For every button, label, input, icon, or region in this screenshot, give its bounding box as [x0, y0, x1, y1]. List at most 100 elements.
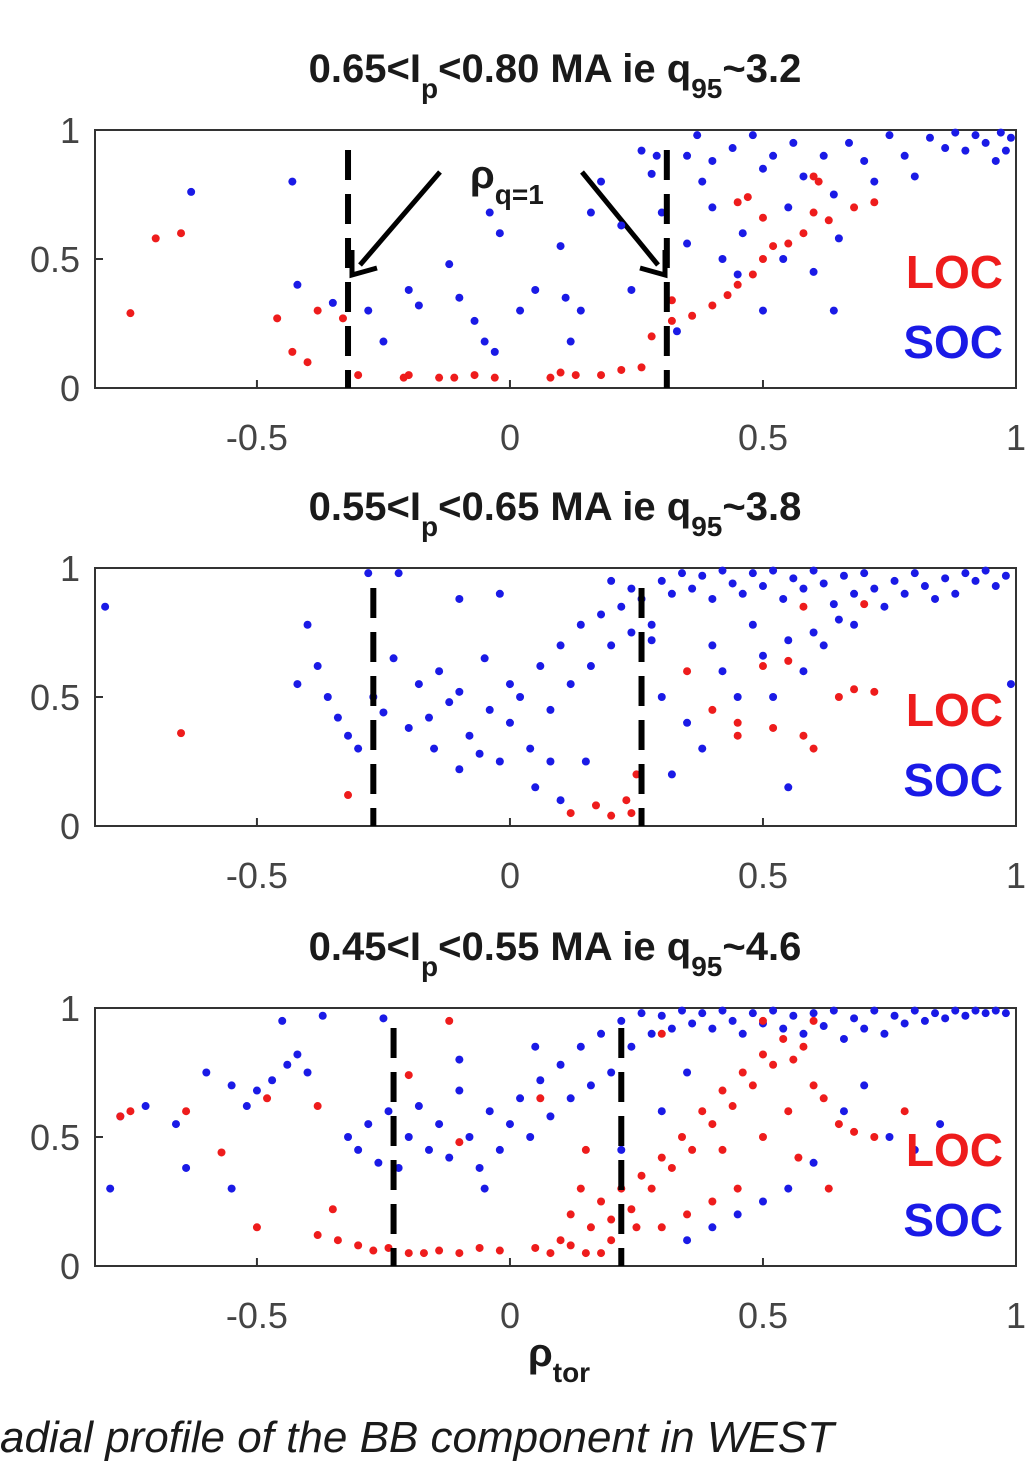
- scatter-point: [455, 765, 464, 774]
- scatter-point: [288, 347, 297, 356]
- scatter-point: [313, 1231, 322, 1240]
- x-tick-label: 1: [1006, 855, 1026, 896]
- scatter-point: [1001, 1009, 1010, 1018]
- scatter-point: [910, 172, 919, 181]
- scatter-point: [182, 1107, 191, 1116]
- scatter-point: [424, 1145, 433, 1154]
- scatter-point: [860, 1081, 869, 1090]
- y-tick-label: 0: [60, 368, 80, 409]
- scatter-point: [576, 306, 585, 315]
- scatter-point: [738, 1029, 747, 1038]
- scatter-point: [455, 1086, 464, 1095]
- scatter-point: [202, 1068, 211, 1077]
- scatter-point: [941, 1014, 950, 1023]
- text-part: 95: [691, 951, 722, 982]
- scatter-point: [799, 229, 808, 238]
- scatter-point: [733, 731, 742, 740]
- scatter-point: [951, 128, 960, 137]
- text-part: q=1: [495, 179, 544, 210]
- scatter-point: [450, 373, 459, 382]
- scatter-point: [445, 1153, 454, 1162]
- scatter-point: [495, 589, 504, 598]
- scatter-point: [799, 172, 808, 181]
- scatter-point: [870, 198, 879, 207]
- scatter-point: [683, 1068, 692, 1077]
- scatter-point: [688, 584, 697, 593]
- scatter-point: [819, 1022, 828, 1031]
- scatter-point: [556, 796, 565, 805]
- scatter-point: [769, 1060, 778, 1069]
- scatter-point: [151, 234, 160, 243]
- scatter-point: [758, 1133, 767, 1141]
- y-tick-label: 0: [60, 806, 80, 847]
- scatter-point: [900, 1107, 909, 1116]
- scatter-point: [870, 1006, 879, 1015]
- scatter-point: [870, 177, 879, 186]
- scatter-point: [667, 1163, 676, 1172]
- text-part: p: [421, 951, 438, 982]
- scatter-point: [480, 654, 489, 663]
- scatter-point: [344, 791, 353, 800]
- scatter-point: [667, 296, 676, 305]
- scatter-point: [784, 239, 793, 248]
- scatter-point: [789, 574, 798, 583]
- scatter-point: [187, 187, 196, 196]
- scatter-point: [607, 811, 616, 820]
- scatter-point: [485, 208, 494, 217]
- scatter-point: [561, 293, 570, 302]
- x-tick-label: 1: [1006, 1295, 1026, 1336]
- scatter-point: [657, 1029, 666, 1038]
- scatter-point: [379, 1014, 388, 1023]
- scatter-point: [591, 801, 600, 810]
- scatter-point: [495, 1145, 504, 1154]
- scatter-point: [885, 1133, 894, 1141]
- scatter-point: [531, 1243, 540, 1252]
- scatter-point: [667, 589, 676, 598]
- scatter-point: [657, 1223, 666, 1232]
- scatter-point: [101, 602, 110, 611]
- scatter-point: [338, 314, 347, 323]
- scatter-point: [379, 708, 388, 717]
- scatter-point: [779, 1024, 788, 1033]
- scatter-point: [758, 213, 767, 222]
- scatter-point: [581, 1249, 590, 1258]
- scatter-point: [617, 365, 626, 374]
- y-tick-label: 0.5: [30, 1117, 80, 1158]
- scatter-point: [920, 1016, 929, 1025]
- scatter-point: [981, 566, 990, 575]
- scatter-point: [809, 628, 818, 637]
- scatter-point: [227, 1081, 236, 1090]
- scatter-point: [495, 1246, 504, 1255]
- scatter-point: [536, 662, 545, 671]
- text-part: ~3.8: [722, 485, 801, 529]
- scatter-point: [495, 229, 504, 238]
- scatter-point: [364, 569, 373, 578]
- scatter-point: [268, 1076, 277, 1085]
- y-tick-label: 0.5: [30, 677, 80, 718]
- scatter-point: [678, 1133, 687, 1141]
- scatter-point: [495, 757, 504, 766]
- scatter-point: [733, 718, 742, 727]
- scatter-point: [925, 133, 934, 142]
- scatter-point: [364, 306, 373, 315]
- scatter-point: [1006, 680, 1015, 689]
- scatter-point: [354, 371, 363, 380]
- scatter-point: [971, 576, 980, 585]
- scatter-point: [531, 783, 540, 792]
- scatter-point: [435, 1246, 444, 1255]
- scatter-point: [693, 131, 702, 140]
- scatter-point: [566, 1210, 575, 1219]
- text-part: 0.45<I: [309, 925, 421, 969]
- scatter-point: [333, 1236, 342, 1245]
- scatter-point: [576, 1042, 585, 1051]
- text-part: <0.80 MA ie q: [438, 47, 691, 91]
- scatter-point: [779, 1034, 788, 1043]
- scatter-point: [536, 1076, 545, 1085]
- x-tick-label: 0.5: [738, 855, 788, 896]
- scatter-point: [505, 1120, 514, 1129]
- scatter-point: [647, 1029, 656, 1038]
- scatter-point: [698, 744, 707, 753]
- scatter-point: [354, 1145, 363, 1154]
- scatter-point: [698, 571, 707, 580]
